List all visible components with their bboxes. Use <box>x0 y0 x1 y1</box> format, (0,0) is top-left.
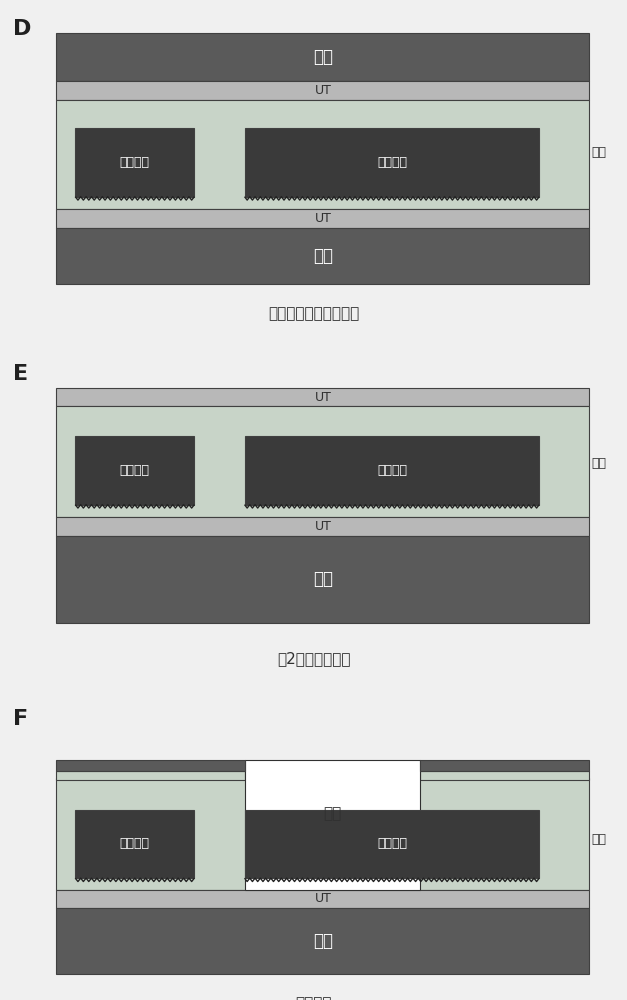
Bar <box>245 760 420 890</box>
Text: 载体: 载体 <box>313 48 333 66</box>
Bar <box>420 760 589 771</box>
Bar <box>245 436 539 505</box>
Text: UT: UT <box>315 892 331 905</box>
Text: E: E <box>13 364 28 384</box>
Bar <box>245 810 539 878</box>
Text: UT: UT <box>315 212 331 225</box>
Bar <box>56 209 589 228</box>
Text: 电路镀敷: 电路镀敷 <box>377 837 407 850</box>
Bar <box>75 810 194 878</box>
Bar <box>56 778 589 890</box>
Bar <box>56 81 589 100</box>
Text: 激光打孔: 激光打孔 <box>295 996 332 1000</box>
Text: 电路镀敷: 电路镀敷 <box>120 156 150 169</box>
Bar <box>75 436 194 505</box>
Text: 激光: 激光 <box>323 806 342 821</box>
Text: UT: UT <box>315 391 331 404</box>
Text: 载体: 载体 <box>313 247 333 265</box>
Text: 电路镀敷: 电路镀敷 <box>120 837 150 850</box>
Text: F: F <box>13 709 28 729</box>
Bar <box>56 771 245 780</box>
Text: UT: UT <box>315 84 331 97</box>
Bar <box>56 517 589 536</box>
Text: 电路镀敷: 电路镀敷 <box>377 464 407 477</box>
Bar <box>420 771 589 780</box>
Bar <box>56 228 589 284</box>
Bar <box>56 388 589 406</box>
Text: D: D <box>13 19 31 39</box>
Text: 电路镀敷: 电路镀敷 <box>120 464 150 477</box>
Text: 树脂及附载体铜箔积层: 树脂及附载体铜箔积层 <box>268 306 359 322</box>
Bar <box>56 33 589 81</box>
Text: 载体: 载体 <box>313 570 333 588</box>
Bar <box>56 908 589 974</box>
Bar <box>56 100 589 209</box>
Text: 载体: 载体 <box>313 932 333 950</box>
Text: 树脂: 树脂 <box>591 146 606 159</box>
Bar <box>75 128 194 197</box>
Text: 电路镀敷: 电路镀敷 <box>377 156 407 169</box>
Text: 树脂: 树脂 <box>591 457 606 470</box>
Bar <box>56 406 589 517</box>
Bar <box>56 536 589 623</box>
Bar <box>56 760 245 771</box>
Bar <box>245 128 539 197</box>
Text: UT: UT <box>315 520 331 533</box>
Text: 树脂: 树脂 <box>591 833 606 846</box>
Bar <box>56 890 589 908</box>
Text: 第2层载体箔去除: 第2层载体箔去除 <box>277 652 350 666</box>
